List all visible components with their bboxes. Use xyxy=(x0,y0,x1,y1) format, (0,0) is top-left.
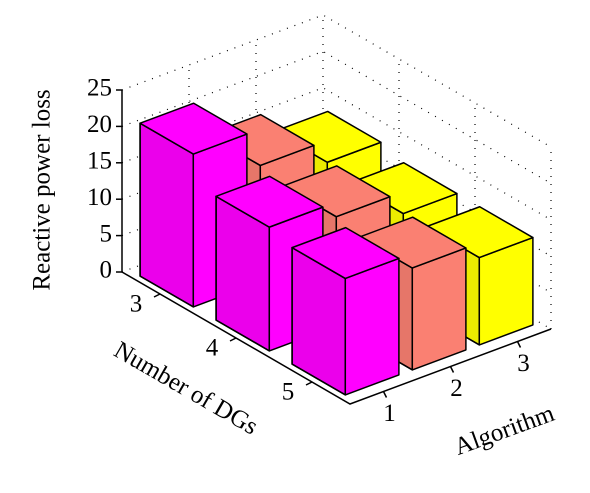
x-tick-label: 4 xyxy=(206,335,219,362)
bar-top xyxy=(139,102,248,155)
y-tick-label: 3 xyxy=(517,350,530,377)
bar-front xyxy=(344,257,400,396)
bar-front xyxy=(411,247,467,371)
x-tick-label: 5 xyxy=(282,379,295,406)
bar xyxy=(291,226,400,396)
z-tick-label: 15 xyxy=(87,148,112,175)
x-axis-label: Number of DGs xyxy=(109,337,262,441)
bar xyxy=(139,102,248,308)
bar-top xyxy=(291,226,400,280)
x-tick xyxy=(229,337,237,342)
z-axis-label: Reactive power loss xyxy=(29,89,56,290)
z-tick-label: 25 xyxy=(87,75,112,102)
x-tick xyxy=(305,381,313,386)
y-tick xyxy=(449,366,455,373)
x-tick-label: 3 xyxy=(130,291,143,318)
y-tick-label: 1 xyxy=(383,400,396,427)
bar-left-shade xyxy=(139,122,195,308)
y-tick xyxy=(382,391,388,398)
x-tick xyxy=(153,293,161,298)
bar-top xyxy=(215,175,324,228)
z-tick-label: 20 xyxy=(87,111,112,138)
floor-axes xyxy=(121,271,552,405)
y-tick-label: 2 xyxy=(450,375,463,402)
z-tick-label: 5 xyxy=(100,220,113,247)
y-tick xyxy=(516,341,522,348)
z-tick-label: 10 xyxy=(87,184,112,211)
y-axis-label: Algorithm xyxy=(451,400,559,461)
z-tick-label: 0 xyxy=(100,257,113,284)
